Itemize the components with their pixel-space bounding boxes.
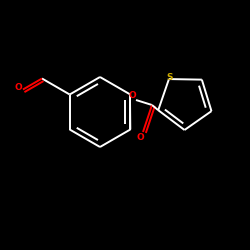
Text: O: O — [128, 92, 136, 100]
Text: O: O — [136, 134, 144, 142]
Text: S: S — [167, 72, 173, 82]
Text: O: O — [14, 83, 22, 92]
